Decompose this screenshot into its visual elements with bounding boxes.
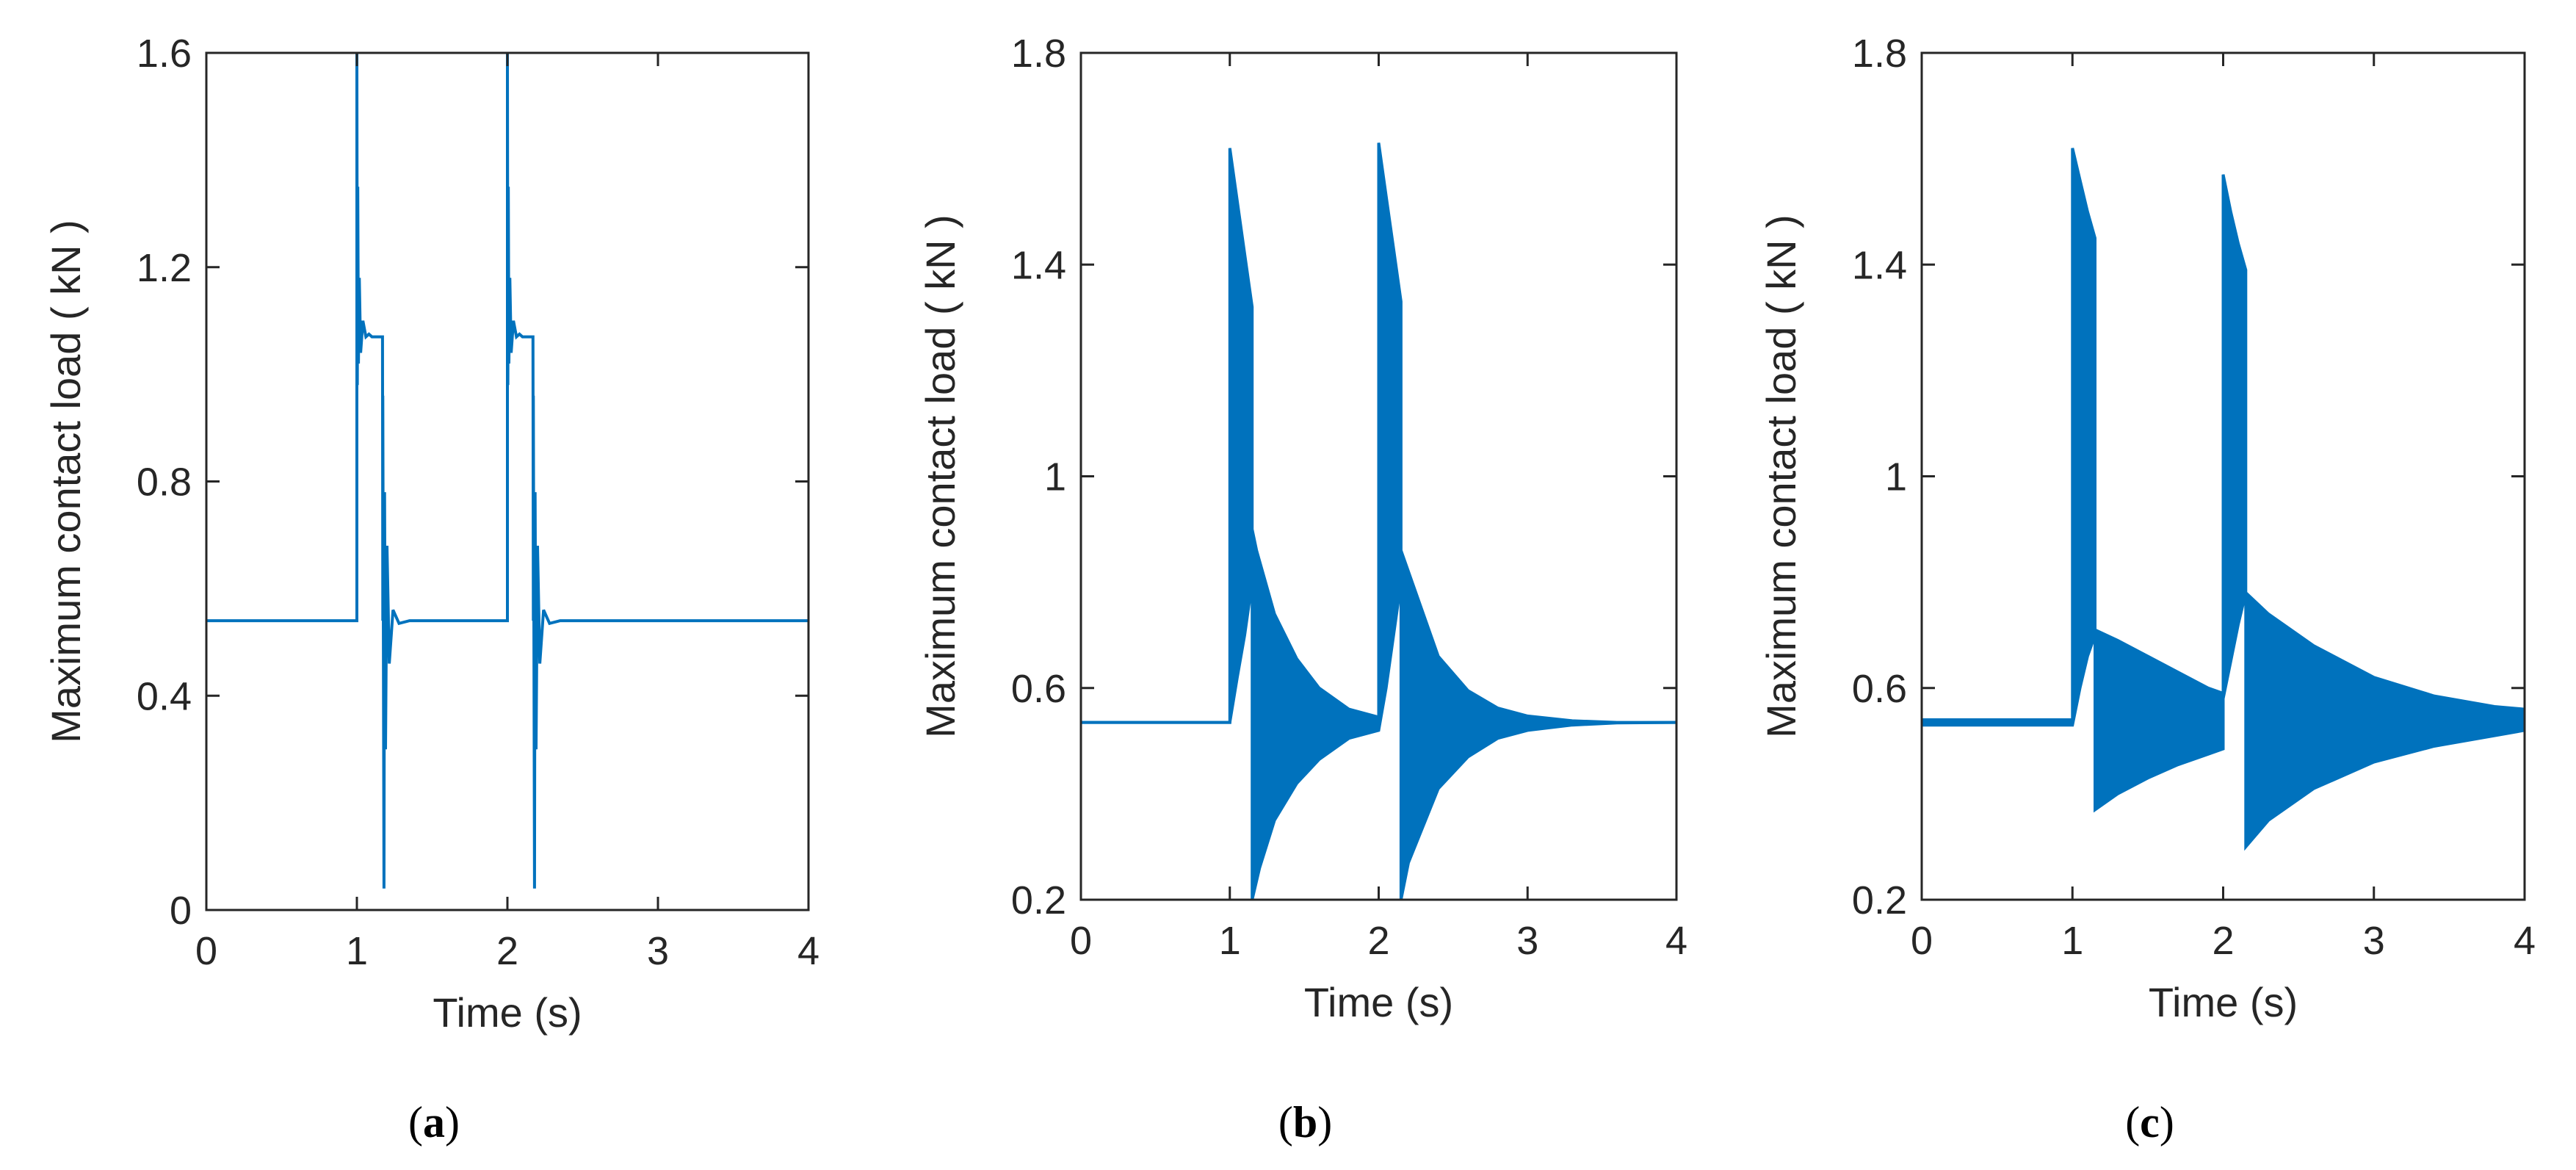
- y-tick-label: 0: [170, 889, 192, 933]
- x-tick-label: 4: [797, 929, 820, 973]
- y-tick-label: 0.4: [137, 674, 192, 718]
- panel-label-close: ): [445, 1098, 460, 1146]
- y-tick-label: 1.2: [137, 246, 192, 290]
- x-tick-label: 1: [346, 929, 368, 973]
- x-tick-label: 3: [1516, 919, 1538, 963]
- y-tick-label: 1: [1885, 455, 1907, 499]
- x-axis-label: Time (s): [2149, 979, 2298, 1025]
- y-tick-label: 1.8: [1852, 32, 1907, 76]
- x-tick-label: 0: [1070, 919, 1092, 963]
- panel-label-letter: a: [423, 1098, 445, 1146]
- upper-envelope-line: [1922, 148, 2525, 721]
- panel-label-open: (: [408, 1098, 423, 1146]
- lower-envelope-line: [1922, 592, 2525, 851]
- x-axis-label: Time (s): [1304, 979, 1453, 1025]
- y-tick-label: 0.8: [137, 461, 192, 505]
- x-tick-label: 2: [1367, 919, 1389, 963]
- plot-area: [1922, 148, 2525, 851]
- y-tick-label: 0.6: [1852, 667, 1907, 711]
- x-tick-label: 4: [1665, 919, 1687, 963]
- x-tick-label: 2: [496, 929, 518, 973]
- x-tick-label: 1: [1219, 919, 1241, 963]
- panel-label-open: (: [2125, 1098, 2140, 1146]
- y-tick-label: 1: [1044, 455, 1066, 499]
- plot-area: [1081, 142, 1676, 900]
- x-tick-label: 0: [1911, 919, 1933, 963]
- series-line-1: [206, 53, 808, 889]
- y-tick-label: 1.4: [1011, 243, 1066, 287]
- y-tick-label: 1.8: [1011, 32, 1066, 76]
- y-axis-label: Maximum contact load ( kN ): [43, 220, 89, 743]
- x-tick-label: 3: [647, 929, 669, 973]
- x-tick-label: 4: [2514, 919, 2536, 963]
- x-tick-label: 3: [2363, 919, 2385, 963]
- upper-envelope-line: [1081, 142, 1676, 724]
- x-tick-label: 0: [195, 929, 217, 973]
- y-tick-label: 1.6: [137, 32, 192, 76]
- panel-label-letter: b: [1293, 1098, 1317, 1146]
- y-tick-label: 0.6: [1011, 667, 1066, 711]
- chart-panel-b: 0 1 2 3 4 0.2 0.6 1 1.4 1.8 Time (s) Maximum contac…: [917, 32, 1687, 1146]
- y-axis-label: Maximum contact load ( kN ): [1758, 214, 1804, 738]
- panel-label: (a): [408, 1098, 460, 1146]
- x-axis-label: Time (s): [433, 989, 582, 1036]
- chart-panel-a: 0 1 2 3 4 0 0.4 0.8 1.2 1.6 Time (s) Maximum contac…: [43, 32, 820, 1146]
- panel-label-open: (: [1278, 1098, 1293, 1146]
- y-axis-label: Maximum contact load ( kN ): [917, 214, 963, 738]
- y-tick-label: 0.2: [1011, 878, 1066, 922]
- chart-panel-c: 0 1 2 3 4 0.2 0.6 1 1.4 1.8 Time (s) Maximum contac…: [1758, 32, 2536, 1146]
- panel-label: (b): [1278, 1098, 1332, 1146]
- panel-label: (c): [2125, 1098, 2174, 1146]
- panel-label-close: ): [1317, 1098, 1332, 1146]
- x-tick-label: 2: [2212, 919, 2234, 963]
- plot-area: [206, 53, 808, 889]
- y-tick-label: 1.4: [1852, 243, 1907, 287]
- panel-label-letter: c: [2140, 1098, 2160, 1146]
- y-tick-label: 0.2: [1852, 878, 1907, 922]
- lower-envelope-line: [1081, 582, 1676, 900]
- panel-label-close: ): [2160, 1098, 2174, 1146]
- x-tick-label: 1: [2061, 919, 2083, 963]
